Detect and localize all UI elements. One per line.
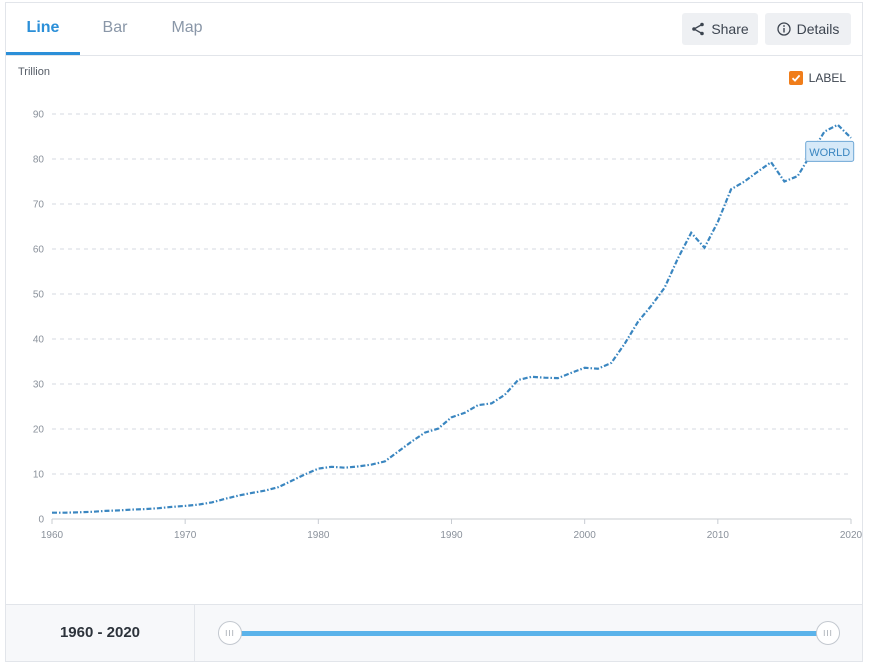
tab-bar-chart[interactable]: Bar: [102, 19, 128, 36]
time-range-footer: 1960 - 2020 III III: [6, 604, 862, 661]
info-icon: [776, 22, 791, 36]
y-tick-label: 10: [33, 470, 45, 481]
x-tick-label: 1970: [174, 530, 197, 541]
tab-line[interactable]: Line: [6, 3, 80, 55]
x-tick-label: 2010: [707, 530, 730, 541]
y-tick-label: 40: [33, 335, 45, 346]
x-tick-label: 2020: [840, 530, 862, 541]
range-slider-start-handle[interactable]: III: [218, 621, 242, 645]
legend-label: LABEL: [808, 71, 846, 85]
x-tick-label: 2000: [574, 530, 597, 541]
tab-map[interactable]: Map: [171, 19, 203, 36]
details-button[interactable]: Details: [765, 13, 851, 45]
y-tick-label: 80: [33, 155, 45, 166]
series-label-text: WORLD: [809, 147, 850, 159]
legend-toggle[interactable]: LABEL: [788, 71, 846, 85]
x-tick-label: 1990: [440, 530, 463, 541]
checkbox-checked-icon[interactable]: [788, 71, 803, 85]
year-range-label: 1960 - 2020: [6, 605, 195, 661]
y-tick-label: 90: [33, 110, 45, 121]
share-icon: [691, 22, 705, 36]
y-tick-label: 20: [33, 425, 45, 436]
details-label: Details: [796, 21, 840, 37]
series-line-world: [52, 123, 852, 514]
y-tick-label: 70: [33, 200, 45, 211]
y-tick-label: 30: [33, 380, 45, 391]
share-button[interactable]: Share: [682, 13, 758, 45]
chart-panel: Line Bar Map Share Details Trillion LABE…: [5, 2, 863, 662]
share-label: Share: [711, 21, 749, 37]
range-slider-track[interactable]: [230, 631, 828, 636]
line-chart: 0 10 20 30 40 50 60 70 80 90 1960 1970 1980 1990 2000 2…: [33, 110, 862, 542]
y-tick-label: 60: [33, 245, 45, 256]
series-label-world: WORLD: [805, 140, 855, 162]
x-tick-label: 1960: [41, 530, 64, 541]
y-tick-label: 0: [38, 515, 44, 526]
range-slider-end-handle[interactable]: III: [816, 621, 840, 645]
x-tick-label: 1980: [307, 530, 330, 541]
y-axis-unit: Trillion: [18, 66, 50, 78]
tab-bar: Line Bar Map Share Details: [6, 3, 862, 56]
y-tick-label: 50: [33, 290, 45, 301]
